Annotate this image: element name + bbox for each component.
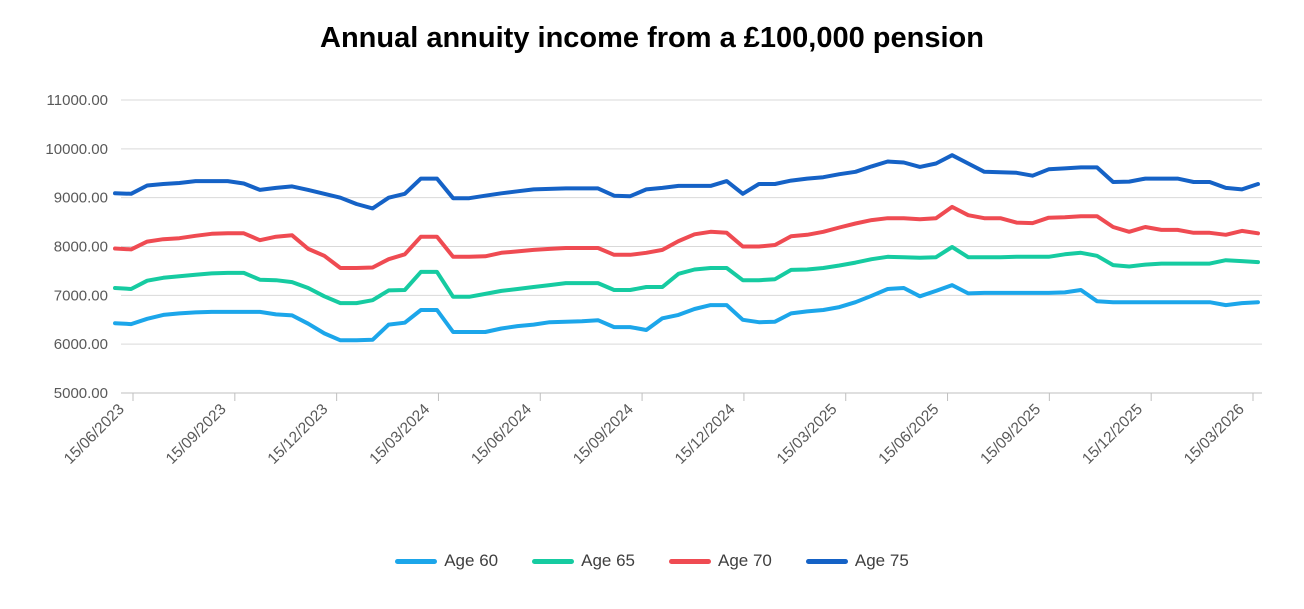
x-tick-label: 15/06/2024 — [468, 401, 535, 468]
x-tick-label: 15/06/2023 — [61, 401, 128, 468]
x-tick-label: 15/03/2025 — [774, 401, 841, 468]
y-tick-label: 6000.00 — [54, 336, 108, 353]
chart-title: Annual annuity income from a £100,000 pe… — [320, 22, 984, 54]
legend-label-age-60: Age 60 — [444, 551, 499, 570]
legend-swatch-age-75 — [805, 558, 848, 564]
legend-item-age-65: Age 65 — [532, 551, 635, 571]
x-tick-label: 15/12/2025 — [1079, 401, 1146, 468]
legend-item-age-70: Age 70 — [669, 551, 772, 571]
legend-label-age-65: Age 65 — [581, 551, 635, 570]
x-tick-label: 15/09/2024 — [570, 401, 637, 468]
x-tick-label: 15/09/2025 — [977, 401, 1044, 468]
x-tick-label: 15/12/2023 — [265, 401, 332, 468]
legend-item-age-60: Age 60 — [395, 551, 498, 571]
y-tick-label: 11000.00 — [47, 92, 108, 109]
x-tick-label: 15/12/2024 — [672, 401, 739, 468]
legend-label-age-70: Age 70 — [718, 551, 772, 570]
y-tick-label: 10000.00 — [45, 141, 108, 158]
y-tick-label: 5000.00 — [54, 385, 108, 402]
chart-legend: Age 60 Age 65 Age 70 Age 75 — [0, 551, 1304, 571]
y-tick-label: 8000.00 — [54, 239, 108, 256]
series-line-age-75 — [113, 153, 1260, 211]
legend-label-age-75: Age 75 — [854, 551, 909, 570]
series-line-age-70 — [113, 204, 1260, 270]
legend-item-age-75: Age 75 — [805, 551, 909, 571]
legend-swatch-age-70 — [669, 558, 711, 564]
series-line-age-65 — [113, 245, 1260, 306]
legend-swatch-age-60 — [395, 558, 438, 564]
y-tick-label: 7000.00 — [54, 287, 108, 304]
legend-swatch-age-65 — [532, 558, 575, 564]
x-tick-label: 15/03/2026 — [1181, 401, 1248, 468]
x-tick-label: 15/03/2024 — [366, 401, 433, 468]
series-line-age-60 — [113, 283, 1260, 343]
x-tick-label: 15/06/2025 — [875, 401, 942, 468]
x-tick-label: 15/09/2023 — [163, 401, 230, 468]
y-tick-label: 9000.00 — [54, 190, 108, 207]
